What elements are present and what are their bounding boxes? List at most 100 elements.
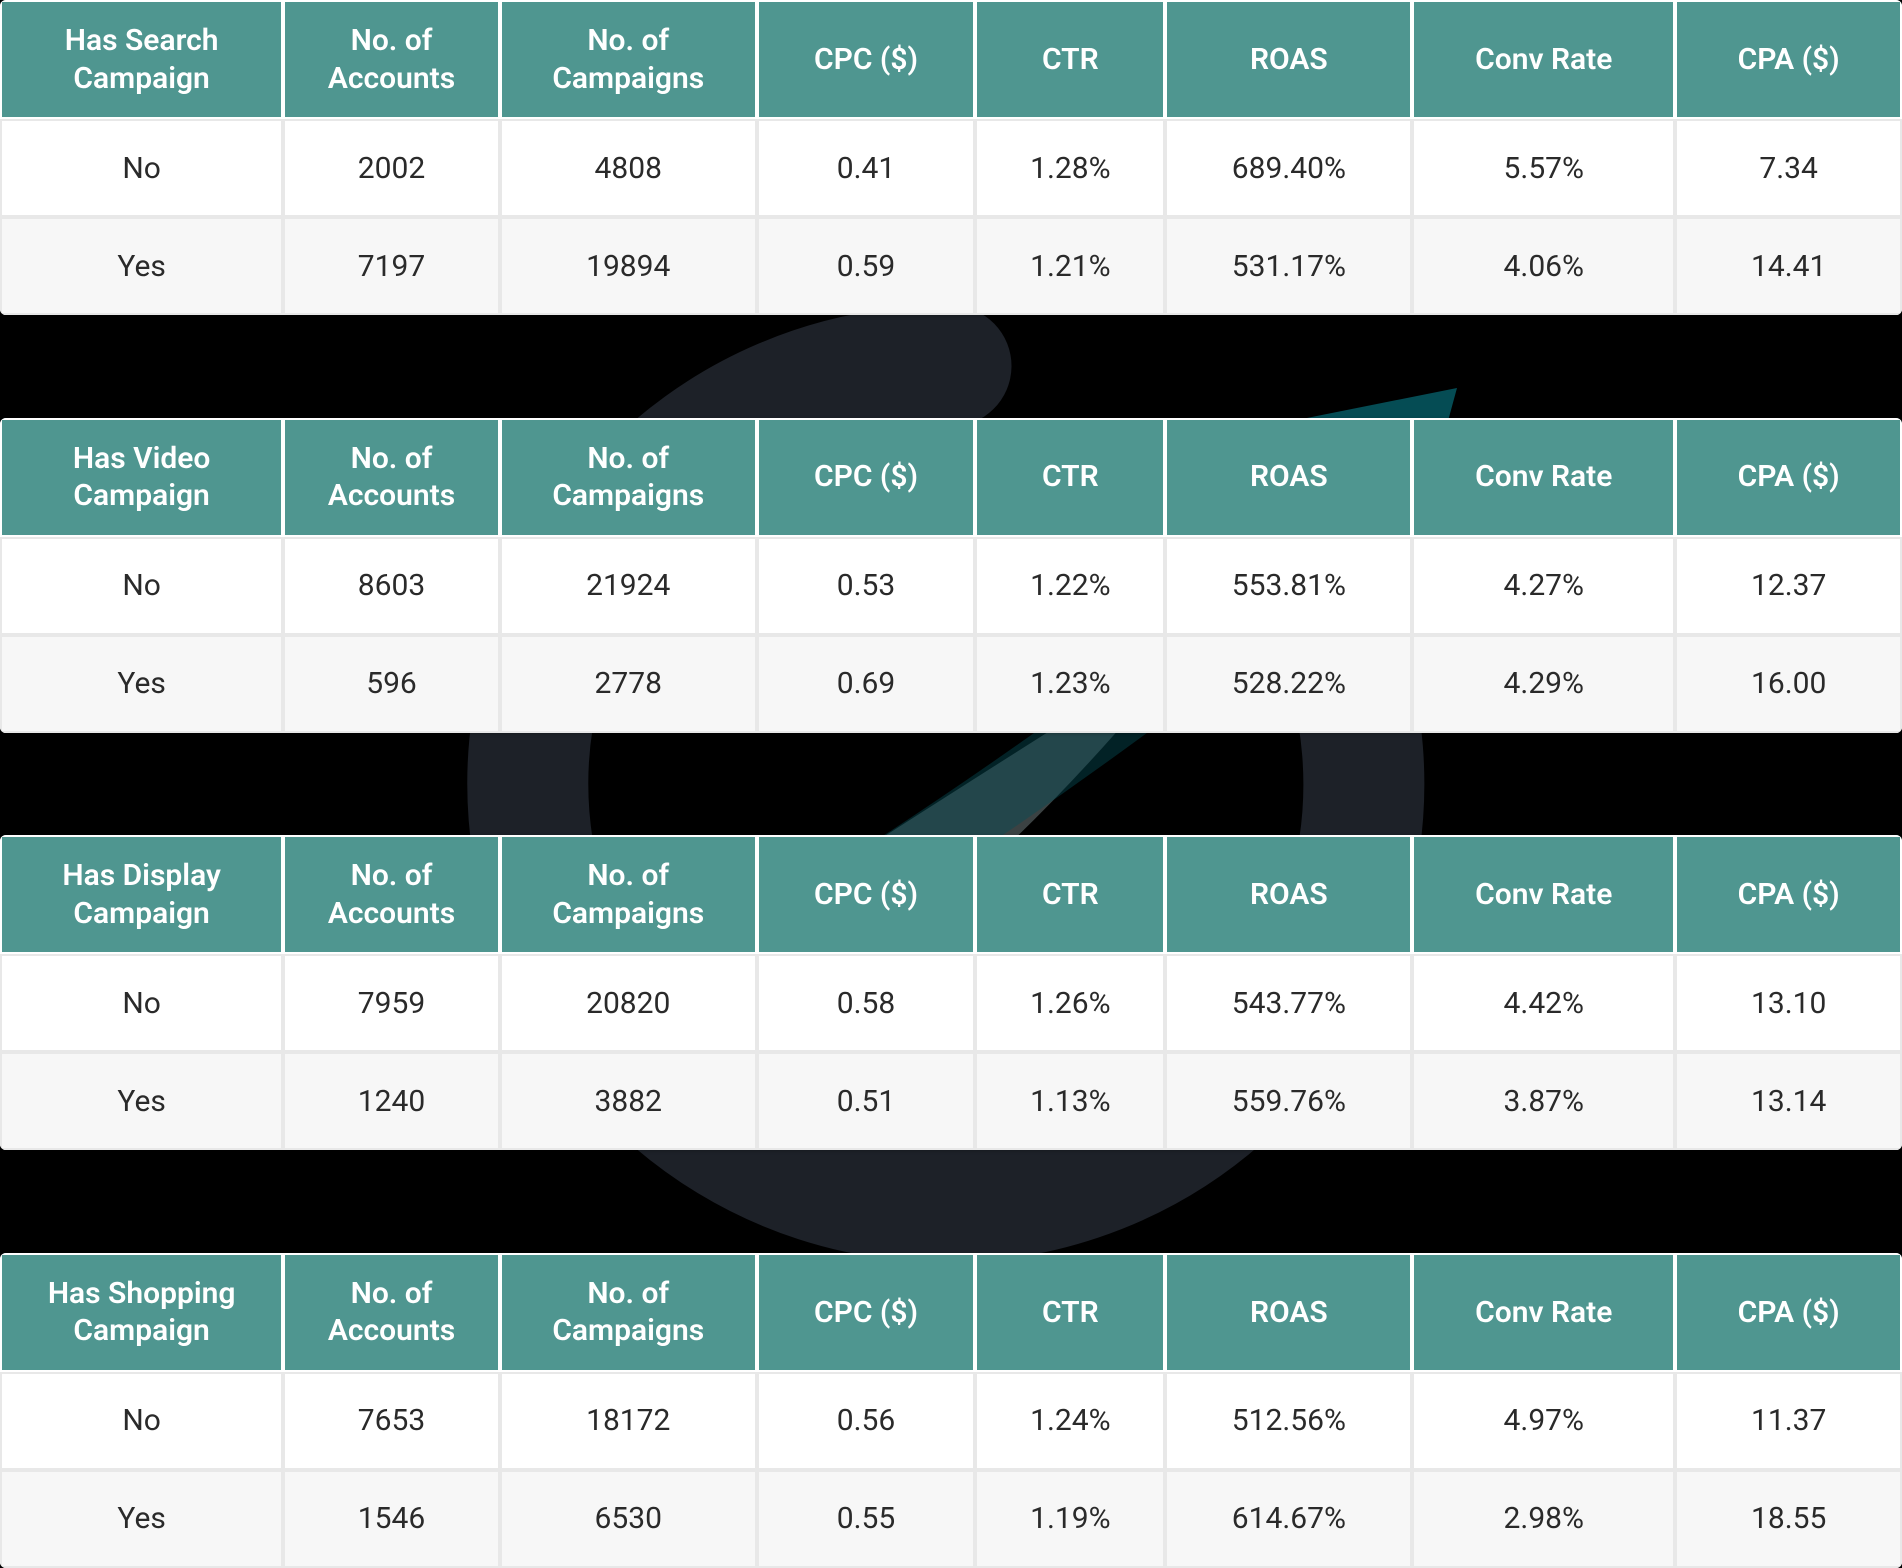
col-header: CTR bbox=[975, 1253, 1165, 1372]
cell: 7197 bbox=[283, 217, 499, 315]
table-row: Yes 7197 19894 0.59 1.21% 531.17% 4.06% … bbox=[0, 217, 1902, 315]
cell: 1.28% bbox=[975, 119, 1165, 217]
cell: 14.41 bbox=[1675, 217, 1902, 315]
cell: 0.59 bbox=[757, 217, 976, 315]
cell: 5.57% bbox=[1412, 119, 1675, 217]
cell: 13.14 bbox=[1675, 1052, 1902, 1150]
col-header: ROAS bbox=[1165, 418, 1412, 537]
cell: 2778 bbox=[500, 635, 757, 733]
cell: 7959 bbox=[283, 954, 499, 1052]
cell: 18172 bbox=[500, 1372, 757, 1470]
table-row: No 2002 4808 0.41 1.28% 689.40% 5.57% 7.… bbox=[0, 119, 1902, 217]
table-row: No 8603 21924 0.53 1.22% 553.81% 4.27% 1… bbox=[0, 537, 1902, 635]
cell: 8603 bbox=[283, 537, 499, 635]
cell: 13.10 bbox=[1675, 954, 1902, 1052]
cell: No bbox=[0, 537, 283, 635]
cell: 7.34 bbox=[1675, 119, 1902, 217]
cell: 1.24% bbox=[975, 1372, 1165, 1470]
cell: 3.87% bbox=[1412, 1052, 1675, 1150]
col-header: CPC ($) bbox=[757, 0, 976, 119]
cell: 0.56 bbox=[757, 1372, 976, 1470]
table-video-campaign: Has Video Campaign No. of Accounts No. o… bbox=[0, 418, 1902, 733]
col-header: Conv Rate bbox=[1412, 0, 1675, 119]
cell: 543.77% bbox=[1165, 954, 1412, 1052]
col-header: No. of Campaigns bbox=[500, 418, 757, 537]
cell: No bbox=[0, 954, 283, 1052]
col-header: No. of Campaigns bbox=[500, 1253, 757, 1372]
col-header: ROAS bbox=[1165, 0, 1412, 119]
cell: 0.51 bbox=[757, 1052, 976, 1150]
cell: 4.29% bbox=[1412, 635, 1675, 733]
cell: 0.41 bbox=[757, 119, 976, 217]
cell: 0.69 bbox=[757, 635, 976, 733]
cell: 1.23% bbox=[975, 635, 1165, 733]
col-header: CTR bbox=[975, 418, 1165, 537]
col-header: CPA ($) bbox=[1675, 835, 1902, 954]
tables-container: Has Search Campaign No. of Accounts No. … bbox=[0, 0, 1902, 1568]
cell: 11.37 bbox=[1675, 1372, 1902, 1470]
cell: 512.56% bbox=[1165, 1372, 1412, 1470]
col-header: Has Video Campaign bbox=[0, 418, 283, 537]
col-header: No. of Campaigns bbox=[500, 835, 757, 954]
cell: 1.21% bbox=[975, 217, 1165, 315]
col-header: CTR bbox=[975, 835, 1165, 954]
cell: 553.81% bbox=[1165, 537, 1412, 635]
col-header: Conv Rate bbox=[1412, 1253, 1675, 1372]
col-header: CPA ($) bbox=[1675, 1253, 1902, 1372]
col-header: Conv Rate bbox=[1412, 835, 1675, 954]
col-header: CPC ($) bbox=[757, 835, 976, 954]
cell: 1240 bbox=[283, 1052, 499, 1150]
table-row: No 7959 20820 0.58 1.26% 543.77% 4.42% 1… bbox=[0, 954, 1902, 1052]
cell: Yes bbox=[0, 635, 283, 733]
cell: 0.53 bbox=[757, 537, 976, 635]
cell: 689.40% bbox=[1165, 119, 1412, 217]
table-row: Yes 596 2778 0.69 1.23% 528.22% 4.29% 16… bbox=[0, 635, 1902, 733]
col-header: CTR bbox=[975, 0, 1165, 119]
cell: 4.42% bbox=[1412, 954, 1675, 1052]
cell: Yes bbox=[0, 1470, 283, 1568]
cell: 531.17% bbox=[1165, 217, 1412, 315]
cell: 559.76% bbox=[1165, 1052, 1412, 1150]
col-header: No. of Accounts bbox=[283, 1253, 499, 1372]
col-header: Has Shopping Campaign bbox=[0, 1253, 283, 1372]
col-header: No. of Accounts bbox=[283, 835, 499, 954]
col-header: Conv Rate bbox=[1412, 418, 1675, 537]
cell: 21924 bbox=[500, 537, 757, 635]
table-row: Yes 1240 3882 0.51 1.13% 559.76% 3.87% 1… bbox=[0, 1052, 1902, 1150]
cell: 1.13% bbox=[975, 1052, 1165, 1150]
cell: 4.06% bbox=[1412, 217, 1675, 315]
cell: 6530 bbox=[500, 1470, 757, 1568]
table-search-campaign: Has Search Campaign No. of Accounts No. … bbox=[0, 0, 1902, 315]
cell: 7653 bbox=[283, 1372, 499, 1470]
cell: 1.19% bbox=[975, 1470, 1165, 1568]
col-header: CPA ($) bbox=[1675, 418, 1902, 537]
col-header: CPC ($) bbox=[757, 418, 976, 537]
cell: 2002 bbox=[283, 119, 499, 217]
cell: 3882 bbox=[500, 1052, 757, 1150]
cell: 1546 bbox=[283, 1470, 499, 1568]
col-header: No. of Campaigns bbox=[500, 0, 757, 119]
cell: 19894 bbox=[500, 217, 757, 315]
cell: 0.58 bbox=[757, 954, 976, 1052]
cell: 18.55 bbox=[1675, 1470, 1902, 1568]
cell: Yes bbox=[0, 1052, 283, 1150]
cell: 4808 bbox=[500, 119, 757, 217]
table-shopping-campaign: Has Shopping Campaign No. of Accounts No… bbox=[0, 1253, 1902, 1568]
col-header: Has Search Campaign bbox=[0, 0, 283, 119]
cell: 1.22% bbox=[975, 537, 1165, 635]
cell: 528.22% bbox=[1165, 635, 1412, 733]
col-header: ROAS bbox=[1165, 835, 1412, 954]
cell: 2.98% bbox=[1412, 1470, 1675, 1568]
table-row: No 7653 18172 0.56 1.24% 512.56% 4.97% 1… bbox=[0, 1372, 1902, 1470]
col-header: Has Display Campaign bbox=[0, 835, 283, 954]
table-row: Yes 1546 6530 0.55 1.19% 614.67% 2.98% 1… bbox=[0, 1470, 1902, 1568]
col-header: CPC ($) bbox=[757, 1253, 976, 1372]
cell: Yes bbox=[0, 217, 283, 315]
col-header: ROAS bbox=[1165, 1253, 1412, 1372]
cell: 16.00 bbox=[1675, 635, 1902, 733]
cell: 4.97% bbox=[1412, 1372, 1675, 1470]
cell: 614.67% bbox=[1165, 1470, 1412, 1568]
cell: 4.27% bbox=[1412, 537, 1675, 635]
cell: 20820 bbox=[500, 954, 757, 1052]
col-header: CPA ($) bbox=[1675, 0, 1902, 119]
